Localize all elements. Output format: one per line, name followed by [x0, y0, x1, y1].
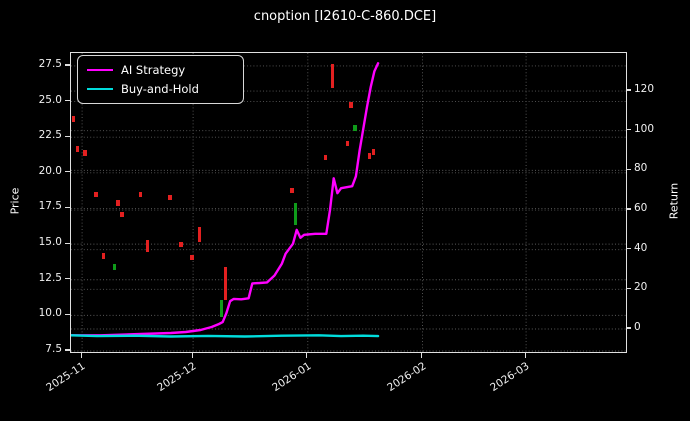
price-tick-label: 10.0: [38, 307, 62, 320]
tick-mark: [65, 135, 70, 137]
candle-green: [353, 124, 357, 131]
candle-red: [179, 241, 183, 248]
tick-mark: [65, 64, 70, 66]
price-tick-label: 7.5: [45, 343, 62, 355]
chart-canvas: [71, 53, 626, 352]
plot-area: [70, 52, 627, 353]
ai-strategy-line-swatch: [87, 68, 113, 72]
return-tick-label: 0: [634, 321, 641, 333]
tick-mark: [626, 129, 631, 131]
price-tick-label: 25.0: [38, 93, 62, 106]
tick-mark: [191, 352, 193, 358]
x-tick-label: 2025-11: [44, 360, 88, 394]
candle-red: [83, 150, 87, 157]
candle-green: [219, 300, 224, 318]
x-tick-label: 2026-03: [488, 360, 532, 394]
x-tick-label: 2026-01: [270, 360, 314, 394]
tick-mark: [626, 287, 631, 289]
tick-mark: [65, 242, 70, 244]
x-tick-label: 2025-12: [155, 360, 199, 394]
candle-red: [290, 187, 294, 194]
tick-mark: [65, 313, 70, 315]
candle-red: [145, 240, 150, 252]
return-tick-label: 40: [634, 241, 648, 254]
candle-red: [190, 254, 194, 261]
tick-mark: [65, 278, 70, 280]
legend-item-buy-and-hold: Buy-and-Hold: [87, 82, 233, 96]
series-line-ai-strategy: [71, 62, 380, 337]
candle-red: [116, 200, 120, 207]
price-tick-label: 12.5: [38, 271, 62, 284]
candle-red: [367, 153, 372, 160]
candle-red: [75, 146, 80, 152]
tick-mark: [626, 168, 631, 170]
candle-red: [371, 149, 376, 155]
tick-mark: [65, 206, 70, 209]
return-tick-label: 120: [634, 83, 655, 96]
candle-green: [112, 264, 117, 271]
tick-mark: [420, 352, 423, 358]
tick-mark: [524, 352, 526, 358]
tick-mark: [65, 171, 70, 173]
return-tick-label: 80: [634, 162, 648, 175]
return-tick-label: 100: [634, 122, 655, 135]
candle-green: [293, 203, 298, 225]
candle-red: [120, 211, 124, 218]
candle-red: [94, 191, 98, 198]
tick-mark: [306, 352, 308, 358]
x-tick-label: 2026-02: [384, 360, 429, 394]
candle-red: [349, 102, 353, 108]
legend: AI Strategy Buy-and-Hold: [77, 55, 244, 104]
price-tick-label: 27.5: [38, 57, 62, 70]
series-line-buy-and-hold: [71, 334, 380, 338]
price-tick-label: 22.5: [38, 129, 62, 142]
buy-and-hold-line-swatch: [87, 87, 113, 91]
tick-mark: [65, 349, 70, 351]
tick-mark: [65, 99, 70, 102]
tick-mark: [626, 208, 631, 210]
price-tick-label: 17.5: [38, 200, 62, 213]
candle-red: [223, 267, 228, 301]
legend-item-ai-strategy: AI Strategy: [87, 63, 233, 77]
chart-title: cnoption [I2610-C-860.DCE]: [253, 9, 437, 24]
tick-mark: [626, 327, 631, 329]
legend-label: Buy-and-Hold: [121, 82, 199, 96]
tick-mark: [626, 248, 631, 250]
candle-red: [330, 63, 335, 88]
candle-red: [345, 140, 350, 147]
candle-red: [101, 253, 106, 259]
return-tick-label: 60: [634, 202, 648, 215]
candle-red: [168, 194, 172, 201]
legend-label: AI Strategy: [121, 63, 186, 77]
candle-red: [197, 227, 202, 242]
candle-red: [323, 154, 328, 161]
tick-mark: [626, 89, 631, 91]
price-tick-label: 15.0: [38, 236, 62, 249]
price-tick-label: 20.0: [38, 164, 62, 177]
return-tick-label: 20: [634, 281, 648, 294]
candle-red: [138, 191, 143, 198]
candle-red: [71, 116, 76, 122]
tick-mark: [80, 352, 82, 358]
